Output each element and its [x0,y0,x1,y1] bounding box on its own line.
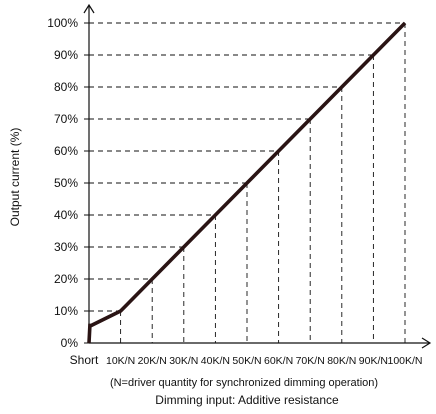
series-line [87,21,407,344]
x-tick-label: 90K/N [359,355,388,367]
y-tick-label: 70% [54,112,78,126]
y-tick-label: 0% [61,336,79,350]
x-tick-label: 40K/N [201,355,230,367]
y-tick-label: 50% [54,176,78,190]
x-axis-title: Dimming input: Additive resistance [155,393,339,407]
x-tick-label: 60K/N [264,355,293,367]
axes [83,3,432,349]
x-tick-label: 20K/N [138,355,167,367]
y-tick-label: 100% [47,16,78,30]
x-axis-arrow [421,337,432,349]
y-axis-arrow [83,3,95,14]
x-tick-labels: Short 10K/N 20K/N 30K/N 40K/N 50K/N 60K/N 70K/N… [70,353,423,367]
chart-note: (N=driver quantity for synchronized dimm… [110,377,378,389]
y-tick-label: 80% [54,80,78,94]
guide-lines [89,22,406,343]
y-tick-label: 30% [54,240,78,254]
y-axis-title: Output current (%) [8,128,22,227]
x-tick-label: 100K/N [387,355,422,367]
x-tick-label: 80K/N [327,355,356,367]
y-tick-label: 20% [54,272,78,286]
y-tick-label: 90% [54,48,78,62]
y-tick-label: 60% [54,144,78,158]
x-tick-label: 70K/N [296,355,325,367]
y-tick-marks [84,22,89,344]
x-tick-label: 10K/N [106,355,135,367]
y-tick-label: 40% [54,208,78,222]
y-tick-labels: 0% 10% 20% 30% 40% 50% 60% 70% 80% 90% 100% [47,16,78,350]
x-tick-label: 30K/N [169,355,198,367]
x-tick-label: Short [70,353,99,367]
y-tick-label: 10% [54,304,78,318]
series-group [87,21,407,344]
x-tick-label: 50K/N [232,355,261,367]
